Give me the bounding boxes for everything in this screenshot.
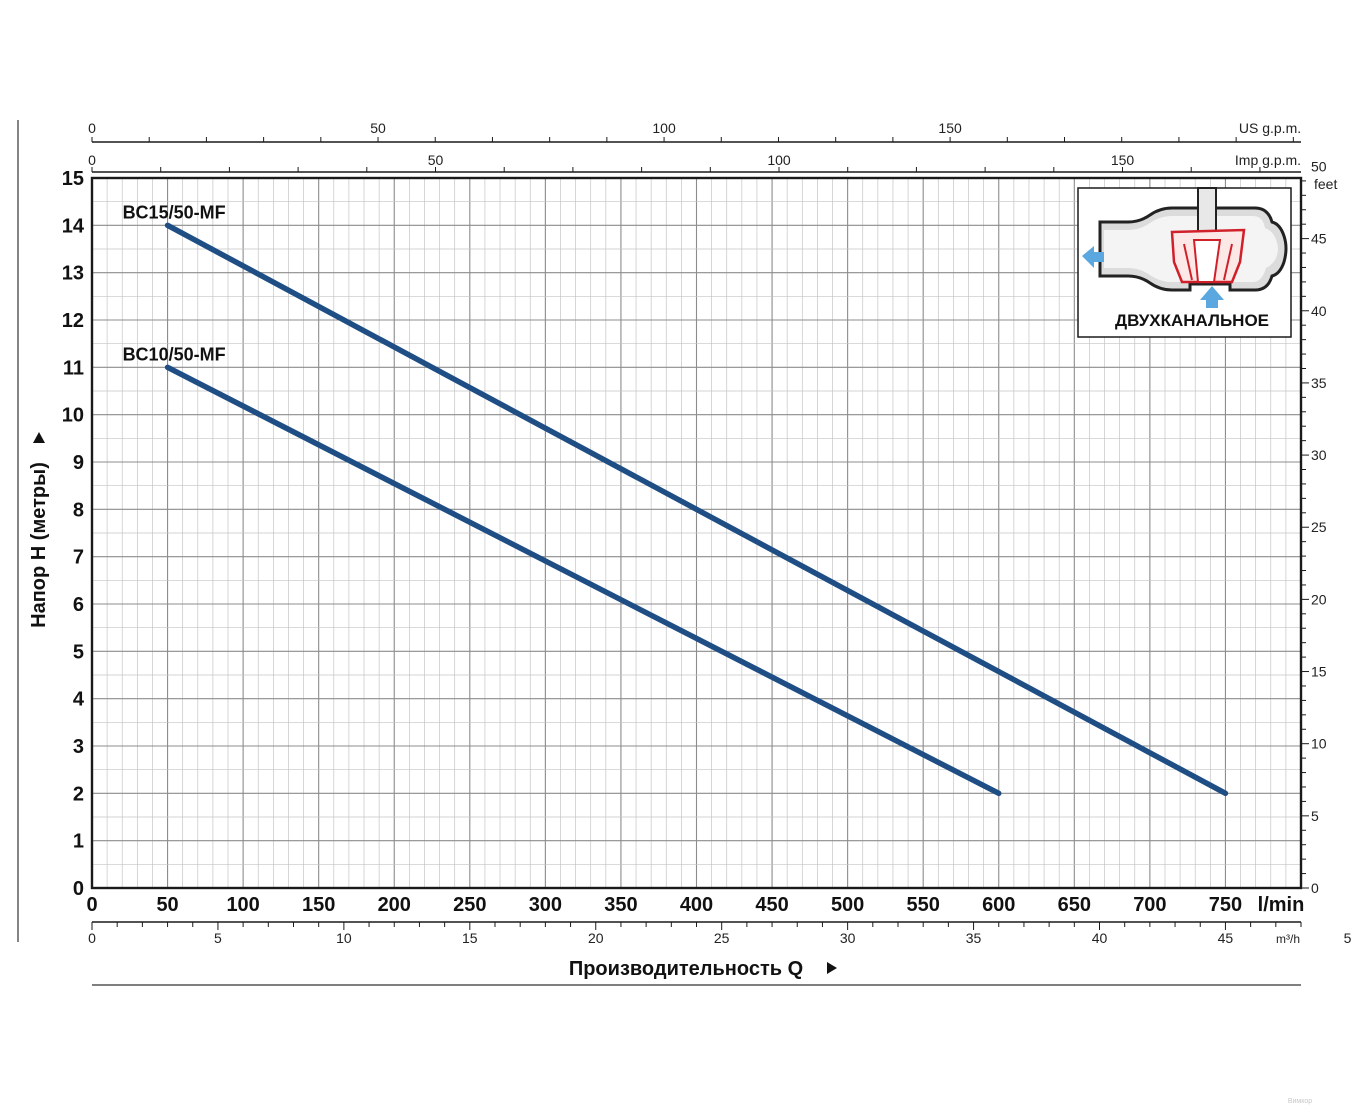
feet-tick-label: 10 <box>1311 736 1327 752</box>
plot-border <box>90 176 1303 890</box>
us-gpm-tick-label: 50 <box>370 120 386 136</box>
feet-tick-label: 0 <box>1311 880 1319 896</box>
x-unit-label: l/min <box>1258 894 1305 916</box>
feet-tick-label: 5 <box>1311 808 1319 824</box>
us-gpm-unit-label: US g.p.m. <box>1239 120 1301 136</box>
m3h-unit-label: m³/h <box>1276 932 1300 946</box>
imp-gpm-unit-label: Imp g.p.m. <box>1235 152 1301 168</box>
series-label-1: BC15/50-MF <box>123 202 226 222</box>
us-gpm-tick-label: 150 <box>938 120 962 136</box>
feet-tick-label: 50 <box>1311 158 1327 174</box>
imp-gpm-tick-label: 100 <box>767 152 791 168</box>
us-gpm-tick-label: 0 <box>88 120 96 136</box>
m3h-tick-label: 5 <box>214 930 222 946</box>
x-tick-label: 550 <box>907 894 940 916</box>
feet-tick-label: 15 <box>1311 664 1327 680</box>
y-tick-label: 8 <box>73 499 84 521</box>
feet-unit-label: feet <box>1314 176 1337 192</box>
x-tick-label: 250 <box>453 894 486 916</box>
y-tick-label: 4 <box>73 689 85 711</box>
x-tick-label: 750 <box>1209 894 1242 916</box>
series-label-2: BC10/50-MF <box>123 344 226 364</box>
m3h-tick-label: 0 <box>88 930 96 946</box>
x-tick-label: 500 <box>831 894 864 916</box>
y-tick-label: 1 <box>73 831 84 853</box>
inset-label: ДВУХКАНАЛЬНОЕ <box>1115 311 1269 330</box>
x-axis-arrow-icon <box>827 962 837 974</box>
feet-tick-label: 40 <box>1311 303 1327 319</box>
feet-tick-label: 45 <box>1311 231 1327 247</box>
impeller-inset: ДВУХКАНАЛЬНОЕ <box>1077 187 1292 338</box>
axes: 0 50 100 150 200 250 300 350 400 450 500 550 600 650 7… <box>28 120 1352 980</box>
m3h-tick-label: 10 <box>336 930 352 946</box>
x-tick-label: 0 <box>86 894 97 916</box>
x-tick-label: 200 <box>378 894 411 916</box>
m3h-tick-label: 35 <box>966 930 982 946</box>
m3h-tick-label: 30 <box>840 930 856 946</box>
imp-gpm-tick-label: 50 <box>428 152 444 168</box>
m3h-tick-label: 50 <box>1344 930 1352 946</box>
m3h-tick-label: 20 <box>588 930 604 946</box>
watermark: Вимкор <box>1288 1098 1312 1105</box>
grid <box>92 178 1301 888</box>
y-tick-label: 5 <box>73 641 84 663</box>
x-tick-label: 400 <box>680 894 713 916</box>
imp-gpm-tick-label: 150 <box>1111 152 1135 168</box>
y-tick-label: 3 <box>73 736 84 758</box>
series-line-1 <box>164 222 1229 797</box>
x-tick-label: 700 <box>1133 894 1166 916</box>
m3h-tick-label: 25 <box>714 930 730 946</box>
y-axis-arrow-icon <box>33 432 45 443</box>
y-tick-label: 11 <box>63 357 84 379</box>
y-axis-title: Напор H (метры) <box>28 462 50 628</box>
y-tick-label: 13 <box>62 263 84 285</box>
y-tick-label: 7 <box>73 547 84 569</box>
series-line-2 <box>164 364 1002 797</box>
x-tick-label: 450 <box>755 894 788 916</box>
y-tick-label: 12 <box>62 310 84 332</box>
plot-frame <box>17 120 1303 986</box>
x-tick-label: 650 <box>1058 894 1091 916</box>
x-tick-label: 600 <box>982 894 1015 916</box>
y-tick-label: 15 <box>62 168 84 190</box>
y-tick-label: 0 <box>73 878 84 900</box>
m3h-tick-label: 40 <box>1092 930 1108 946</box>
us-gpm-tick-label: 100 <box>652 120 676 136</box>
y-tick-label: 2 <box>73 783 84 805</box>
x-tick-label: 300 <box>529 894 562 916</box>
x-tick-label: 350 <box>604 894 637 916</box>
y-tick-label: 6 <box>73 594 84 616</box>
feet-tick-label: 25 <box>1311 519 1327 535</box>
x-tick-label: 150 <box>302 894 335 916</box>
feet-tick-label: 35 <box>1311 375 1327 391</box>
x-tick-label: 100 <box>226 894 259 916</box>
y-tick-label: 9 <box>73 452 84 474</box>
x-axis-title: Производительность Q <box>569 958 803 980</box>
x-tick-label: 50 <box>156 894 178 916</box>
dual-channel-impeller-icon <box>1082 187 1288 308</box>
m3h-tick-label: 45 <box>1218 930 1234 946</box>
feet-tick-label: 20 <box>1311 591 1327 607</box>
imp-gpm-tick-label: 0 <box>88 152 96 168</box>
y-tick-label: 14 <box>62 215 85 237</box>
series-layer: BC15/50-MF BC10/50-MF <box>123 202 1229 797</box>
m3h-tick-label: 15 <box>462 930 478 946</box>
feet-tick-label: 30 <box>1311 447 1327 463</box>
y-tick-label: 10 <box>62 405 84 427</box>
